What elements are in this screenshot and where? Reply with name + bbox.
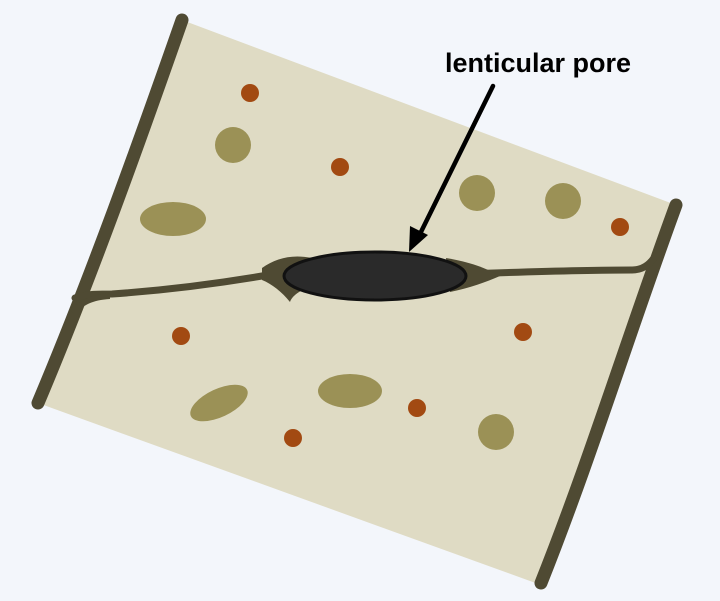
olive-inclusion	[318, 374, 382, 408]
olive-inclusion	[140, 202, 206, 236]
tissue-slab	[38, 20, 676, 585]
olive-inclusion	[215, 127, 251, 163]
olive-inclusion	[545, 183, 581, 219]
olive-inclusion	[459, 175, 495, 211]
rust-inclusion	[514, 323, 532, 341]
rust-inclusion	[408, 399, 426, 417]
olive-inclusion	[478, 414, 514, 450]
rust-inclusion	[611, 218, 629, 236]
lenticular-pore	[284, 252, 466, 300]
rust-inclusion	[331, 158, 349, 176]
rust-inclusion	[284, 429, 302, 447]
rust-inclusion	[172, 327, 190, 345]
rust-inclusion	[241, 84, 259, 102]
lenticular-pore-label: lenticular pore	[445, 48, 631, 78]
